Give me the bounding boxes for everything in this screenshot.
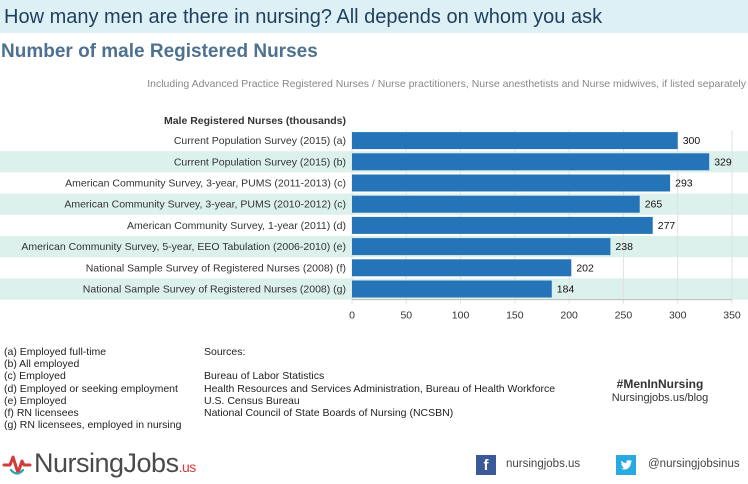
blog-link[interactable]: Nursingjobs.us/blog [611, 392, 709, 404]
x-tick-label: 250 [615, 310, 633, 320]
sources: Sources: Bureau of Labor Statistics Heal… [204, 346, 555, 419]
source-item: Health Resources and Services Administra… [204, 382, 556, 395]
title-bar [0, 0, 748, 33]
category-label: National Sample Survey of Registered Nur… [83, 284, 346, 296]
footnote-b: (b) All employed [4, 358, 80, 371]
facebook-icon[interactable]: f [476, 455, 496, 475]
category-label: American Community Survey, 3-year, PUMS … [64, 199, 346, 211]
bar-chart: Male Registered Nurses (thousands) Curren… [0, 115, 748, 320]
logo[interactable]: NursingJobs.us [2, 446, 196, 480]
logo-text: NursingJobs.us [34, 448, 196, 479]
footnote-f: (f) RN licensees [4, 407, 79, 420]
value-label: 300 [683, 135, 701, 147]
category-label: American Community Survey, 3-year, PUMS … [65, 178, 346, 190]
category-header: Male Registered Nurses (thousands) [164, 115, 346, 127]
x-tick-label: 150 [506, 310, 524, 320]
footnote-a: (a) Employed full-time [4, 346, 107, 358]
bar [352, 238, 611, 256]
twitter-icon[interactable] [616, 455, 636, 475]
bar [352, 280, 552, 298]
x-tick-label: 300 [669, 310, 687, 320]
value-label: 329 [714, 156, 732, 168]
facebook-handle[interactable]: nursingjobs.us [506, 458, 581, 470]
footnote-d: (d) Employed or seeking employment [4, 382, 178, 395]
footnote-g: (g) RN licensees, employed in nursing [4, 419, 182, 432]
sources-heading: Sources: [204, 346, 246, 358]
value-label: 238 [615, 241, 633, 253]
category-label: American Community Survey, 1-year (2011)… [127, 220, 346, 232]
category-label: National Sample Survey of Registered Nur… [86, 262, 346, 274]
source-item: Bureau of Labor Statistics [204, 370, 325, 383]
x-tick-label: 350 [723, 310, 741, 320]
x-tick-label: 100 [452, 310, 470, 320]
value-label: 265 [645, 199, 663, 211]
page-title: How many men are there in nursing? All d… [4, 6, 603, 28]
bar [352, 132, 678, 150]
bar [352, 174, 671, 192]
x-tick-label: 50 [400, 310, 412, 320]
footnote-c: (c) Employed [4, 370, 66, 383]
footnote-e: (e) Employed [4, 394, 67, 407]
twitter-handle[interactable]: @nursingjobsinus [648, 458, 740, 470]
bar [352, 153, 710, 171]
value-label: 202 [576, 262, 594, 274]
category-label: American Community Survey, 5-year, EEO T… [21, 241, 346, 253]
value-label: 277 [658, 220, 676, 232]
source-item: National Council of State Boards of Nurs… [204, 407, 454, 419]
value-label: 293 [675, 178, 693, 190]
chart-note: Including Advanced Practice Registered N… [147, 78, 746, 90]
chart-subtitle: Number of male Registered Nurses [1, 41, 318, 62]
category-label: Current Population Survey (2015) (a) [174, 135, 346, 147]
footnotes: (a) Employed full-time (b) All employed … [4, 346, 181, 431]
source-item: U.S. Census Bureau [204, 394, 300, 407]
hashtag: #MenInNursing [616, 377, 704, 391]
x-tick-label: 0 [349, 310, 355, 320]
heartbeat-logo-icon [2, 455, 32, 475]
bar [352, 195, 640, 213]
bar [352, 216, 653, 234]
logo-suffix: .us [178, 458, 197, 475]
category-label: Current Population Survey (2015) (b) [174, 156, 346, 168]
value-label: 184 [557, 284, 575, 296]
x-tick-label: 200 [560, 310, 578, 320]
logo-main-text: NursingJobs [34, 447, 179, 478]
bar [352, 259, 572, 277]
